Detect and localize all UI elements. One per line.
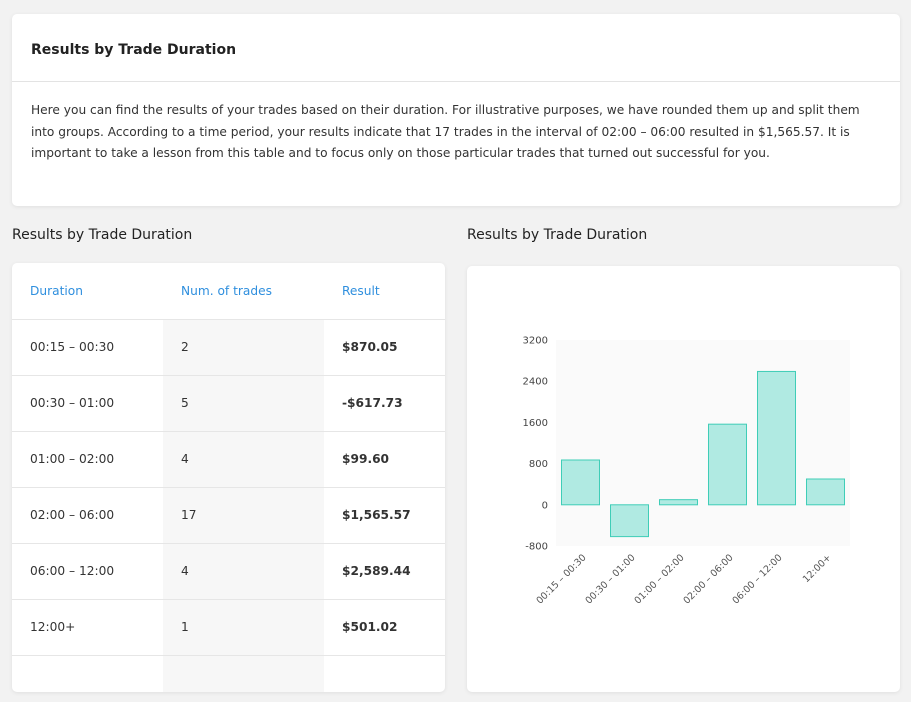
row-result: $870.05 [324, 319, 445, 376]
row-num-trades: 5 [163, 375, 324, 432]
x-tick-label: 06:00 – 12:00 [730, 552, 784, 606]
row-result: $501.02 [324, 599, 445, 656]
x-tick-label: 02:00 – 06:00 [681, 552, 735, 606]
empty-cell [324, 655, 445, 692]
y-tick-label: 3200 [523, 336, 548, 347]
row-num-trades: 1 [163, 599, 324, 656]
table-row: 02:00 – 06:00 17 $1,565.57 [12, 487, 445, 544]
chart-bar [561, 459, 600, 506]
row-duration: 02:00 – 06:00 [12, 487, 163, 544]
row-result: $2,589.44 [324, 543, 445, 600]
table-row: 00:30 – 01:00 5 -$617.73 [12, 375, 445, 432]
chart-bar [757, 370, 796, 506]
x-tick-label: 01:00 – 02:00 [632, 552, 686, 606]
table-row: 06:00 – 12:00 4 $2,589.44 [12, 543, 445, 600]
chart-bar [708, 423, 747, 506]
row-num-trades: 2 [163, 319, 324, 376]
row-num-trades: 17 [163, 487, 324, 544]
y-tick-label: 2400 [523, 377, 548, 388]
y-tick-label: 800 [529, 459, 548, 470]
chart-bar [659, 499, 698, 506]
intro-title: Results by Trade Duration [12, 14, 900, 82]
row-num-trades: 4 [163, 543, 324, 600]
table-row: 00:15 – 00:30 2 $870.05 [12, 319, 445, 376]
chart-bar [806, 478, 845, 506]
row-duration: 06:00 – 12:00 [12, 543, 163, 600]
row-duration: 12:00+ [12, 599, 163, 656]
row-duration: 00:15 – 00:30 [12, 319, 163, 376]
row-duration: 00:30 – 01:00 [12, 375, 163, 432]
y-tick-label: 0 [542, 500, 548, 511]
table-row: 01:00 – 02:00 4 $99.60 [12, 431, 445, 488]
results-table-card: Duration Num. of trades Result 00:15 – 0… [12, 263, 445, 692]
intro-card: Results by Trade Duration Here you can f… [12, 14, 900, 206]
row-num-trades: 4 [163, 431, 324, 488]
x-tick-label: 00:15 – 00:30 [534, 552, 588, 606]
table-row-empty [12, 655, 445, 692]
table-section-title: Results by Trade Duration [12, 227, 193, 243]
chart-section-title: Results by Trade Duration [467, 227, 648, 243]
row-duration: 01:00 – 02:00 [12, 431, 163, 488]
header-result[interactable]: Result [324, 263, 445, 320]
table-row: 12:00+ 1 $501.02 [12, 599, 445, 656]
empty-cell [163, 655, 324, 692]
header-duration[interactable]: Duration [12, 263, 163, 320]
row-result: -$617.73 [324, 375, 445, 432]
intro-description: Here you can find the results of your tr… [31, 103, 860, 160]
chart-bar [610, 504, 649, 538]
y-tick-label: 1600 [523, 418, 548, 429]
plot-area [556, 340, 850, 546]
table-header-row: Duration Num. of trades Result [12, 263, 445, 320]
header-num-trades[interactable]: Num. of trades [163, 263, 324, 320]
x-tick-label: 00:30 – 01:00 [583, 552, 637, 606]
chart-card: 3200 2400 1600 800 0 -800 00:15 – 00:30 00:30 –… [467, 266, 900, 692]
results-table: Duration Num. of trades Result 00:15 – 0… [12, 263, 445, 692]
row-result: $99.60 [324, 431, 445, 488]
empty-cell [12, 655, 163, 692]
y-tick-label: -800 [525, 542, 548, 553]
row-result: $1,565.57 [324, 487, 445, 544]
x-tick-label: 12:00+ [801, 552, 834, 585]
